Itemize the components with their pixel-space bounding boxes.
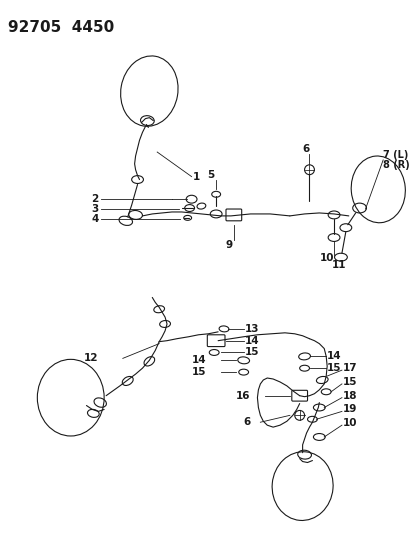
Text: 12: 12 (83, 353, 98, 364)
Text: 14: 14 (244, 336, 259, 346)
Text: 14: 14 (326, 351, 341, 361)
Text: 6: 6 (301, 144, 309, 154)
Text: 11: 11 (331, 260, 345, 270)
Text: 9: 9 (225, 240, 232, 251)
Text: 14: 14 (191, 356, 206, 365)
Text: 5: 5 (207, 169, 214, 180)
Text: 4: 4 (91, 214, 99, 224)
Text: 10: 10 (319, 253, 334, 263)
Text: 19: 19 (342, 405, 356, 415)
Text: 16: 16 (235, 391, 250, 401)
Text: 92705  4450: 92705 4450 (8, 20, 114, 35)
Text: 1: 1 (192, 172, 199, 182)
Text: 6: 6 (243, 417, 250, 427)
Text: 7 (L): 7 (L) (382, 150, 408, 160)
Text: 15: 15 (191, 367, 206, 377)
Text: 13: 13 (244, 324, 259, 334)
Text: 15: 15 (342, 377, 356, 387)
Text: 10: 10 (342, 418, 356, 428)
Text: 15: 15 (244, 348, 259, 358)
Text: 18: 18 (342, 391, 356, 401)
Text: 8 (R): 8 (R) (382, 160, 409, 170)
Text: 15: 15 (326, 363, 341, 373)
Text: 2: 2 (91, 194, 98, 204)
Text: 17: 17 (342, 363, 357, 373)
Text: 3: 3 (91, 204, 98, 214)
